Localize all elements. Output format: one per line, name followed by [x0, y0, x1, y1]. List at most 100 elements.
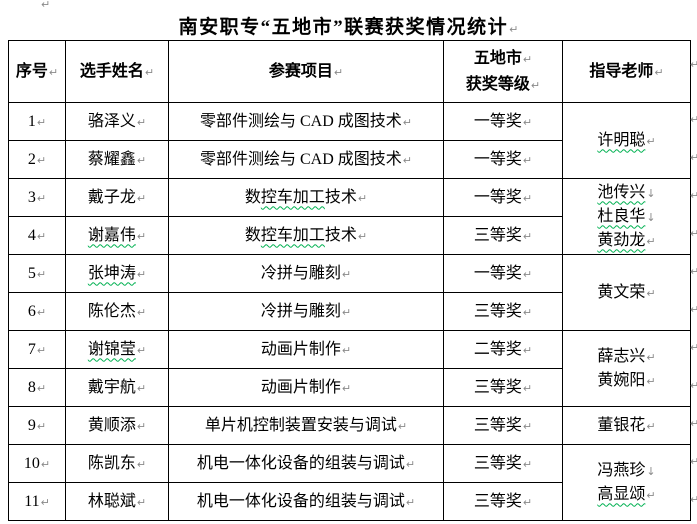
- row-end-paragraph-mark: ↵: [690, 113, 697, 126]
- paragraph-mark: ↵: [522, 115, 533, 129]
- teacher-name: 池传兴: [597, 183, 646, 201]
- paragraph-mark: ↵: [48, 65, 59, 79]
- paragraph-mark: ↵: [136, 191, 147, 205]
- paragraph-mark: ↵: [136, 495, 147, 509]
- teacher-name: 高显颂: [597, 485, 646, 503]
- header-award-line1: 五地市↵: [473, 49, 533, 67]
- teacher-line: 薛志兴↵: [564, 345, 689, 369]
- line-break-mark: ↓: [646, 464, 656, 478]
- cell-project: 冷拼与雕刻↵: [168, 254, 444, 293]
- paragraph-mark: ↵: [646, 374, 656, 388]
- cell-name: 黄顺添↵: [65, 406, 169, 445]
- teacher-line: 池传兴↓: [564, 181, 689, 205]
- teacher-name: 黄婉阳: [597, 371, 646, 389]
- row-end-paragraph-mark: ↵: [690, 303, 697, 316]
- cell-project: 数控车加工技术↵: [168, 216, 444, 255]
- table-row: 11↵ 林聪斌↵ 机电一体化设备的组装与调试↵ 三等奖↵: [8, 482, 691, 521]
- header-row: 序号↵ 选手姓名↵ 参赛项目↵ 五地市↵ 获奖等级↵ 指导老师↵: [8, 40, 691, 103]
- header-teacher-text: 指导老师: [589, 62, 654, 80]
- header-name-text: 选手姓名: [79, 62, 144, 80]
- cell-project: 数控车加工技术↵: [168, 178, 444, 217]
- cell-award: 三等奖↵: [443, 406, 563, 445]
- cell-name: 戴宇航↵: [65, 368, 169, 407]
- cell-award: 一等奖↵: [443, 178, 563, 217]
- teacher-line: 高显颂↵: [564, 483, 689, 507]
- cell-no: 7↵: [8, 330, 66, 369]
- paragraph-mark: ↵: [522, 381, 533, 395]
- paragraph-mark: ↵: [402, 153, 412, 167]
- paragraph-mark: ↵: [36, 305, 47, 319]
- paragraph-mark: ↵: [40, 495, 50, 509]
- cell-no: 6↵: [8, 292, 66, 331]
- paragraph-mark: ↵: [136, 419, 147, 433]
- cell-no: 11↵: [8, 482, 66, 521]
- table-row: 1↵ 骆泽义↵ 零部件测绘与 CAD 成图技术↵ 一等奖↵ 许明聪↵: [8, 102, 691, 179]
- cell-award: 一等奖↵: [443, 140, 563, 179]
- paragraph-mark: ↵: [36, 419, 47, 433]
- cell-name: 张坤涛↵: [65, 254, 169, 293]
- paragraph-mark: ↵: [530, 78, 541, 92]
- table-row: 4↵ 谢嘉伟↵ 数控车加工技术↵ 三等奖↵: [8, 216, 691, 255]
- paragraph-mark: ↵: [136, 153, 147, 167]
- paragraph-mark: ↵: [522, 153, 533, 167]
- paragraph-mark: ↵: [646, 350, 656, 364]
- cell-project: 冷拼与雕刻↵: [168, 292, 444, 331]
- row-end-paragraph-mark: ↵: [690, 189, 697, 202]
- cell-no: 5↵: [8, 254, 66, 293]
- paragraph-mark: ↵: [36, 153, 47, 167]
- paragraph-mark: ↵: [357, 229, 368, 243]
- paragraph-mark: ↵: [144, 65, 155, 79]
- cell-award: 一等奖↵: [443, 254, 563, 293]
- paragraph-mark: ↵: [36, 115, 47, 129]
- row-end-paragraph-mark: ↵: [690, 493, 697, 506]
- cell-no: 8↵: [8, 368, 66, 407]
- cell-project: 零部件测绘与 CAD 成图技术↵: [168, 140, 444, 179]
- table-row: 3↵ 戴子龙↵ 数控车加工技术↵ 一等奖↵ 池传兴↓ 杜良华↓ 黄劲龙↵: [8, 178, 691, 255]
- teacher-name: 许明聪: [597, 131, 646, 149]
- paragraph-mark: ↵: [522, 229, 533, 243]
- cell-project: 机电一体化设备的组装与调试↵: [168, 482, 444, 521]
- paragraph-mark: ↵: [36, 343, 47, 357]
- header-no-text: 序号: [15, 62, 48, 80]
- cell-name: 骆泽义↵: [65, 102, 169, 141]
- paragraph-mark: ↵: [341, 343, 352, 357]
- header-project: 参赛项目↵: [168, 40, 444, 103]
- row-end-paragraph-mark: ↵: [690, 58, 697, 71]
- table-row: 10↵ 陈凯东↵ 机电一体化设备的组装与调试↵ 三等奖↵ 冯燕珍↓ 高显颂↵: [8, 444, 691, 521]
- document-title: 南安职专“五地市”联赛获奖情况统计↵: [0, 12, 697, 39]
- cell-award: 三等奖↵: [443, 368, 563, 407]
- row-end-paragraph-mark: ↵: [690, 341, 697, 354]
- paragraph-mark: ↵: [522, 267, 533, 281]
- cell-project: 动画片制作↵: [168, 330, 444, 369]
- document-title-text: 南安职专“五地市”联赛获奖情况统计: [178, 17, 509, 38]
- teacher-name: 黄文荣: [597, 283, 646, 301]
- row-end-paragraph-mark: ↵: [690, 417, 697, 430]
- teacher-name: 黄劲龙: [597, 231, 646, 249]
- paragraph-mark: ↵: [341, 305, 352, 319]
- paragraph-mark: ↵: [333, 65, 344, 79]
- cell-name: 蔡耀鑫↵: [65, 140, 169, 179]
- cell-award: 三等奖↵: [443, 482, 563, 521]
- cell-no: 9↵: [8, 406, 66, 445]
- table-row: 2↵ 蔡耀鑫↵ 零部件测绘与 CAD 成图技术↵ 一等奖↵: [8, 140, 691, 179]
- header-award-line2: 获奖等级↵: [465, 75, 541, 93]
- cell-teacher-group: 许明聪↵: [562, 102, 691, 179]
- cell-award: 三等奖↵: [443, 292, 563, 331]
- cell-name: 谢嘉伟↵: [65, 216, 169, 255]
- paragraph-mark: ↵: [522, 191, 533, 205]
- cell-award: 三等奖↵: [443, 216, 563, 255]
- cell-name: 谢锦莹↵: [65, 330, 169, 369]
- paragraph-mark: ↵: [341, 381, 352, 395]
- paragraph-mark: ↵: [509, 23, 519, 36]
- cell-award: 一等奖↵: [443, 102, 563, 141]
- cell-project: 单片机控制装置安装与调试↵: [168, 406, 444, 445]
- paragraph-mark: ↵: [654, 65, 664, 79]
- teacher-name: 董银花: [597, 416, 646, 434]
- cell-award: 三等奖↵: [443, 444, 563, 483]
- paragraph-mark: ↵: [36, 267, 47, 281]
- table-row: 5↵ 张坤涛↵ 冷拼与雕刻↵ 一等奖↵ 黄文荣 ↵: [8, 254, 691, 331]
- paragraph-mark: ↵: [522, 495, 533, 509]
- paragraph-mark: ↵: [136, 305, 147, 319]
- teacher-line: 黄婉阳↵: [564, 369, 689, 393]
- header-name: 选手姓名↵: [65, 40, 169, 103]
